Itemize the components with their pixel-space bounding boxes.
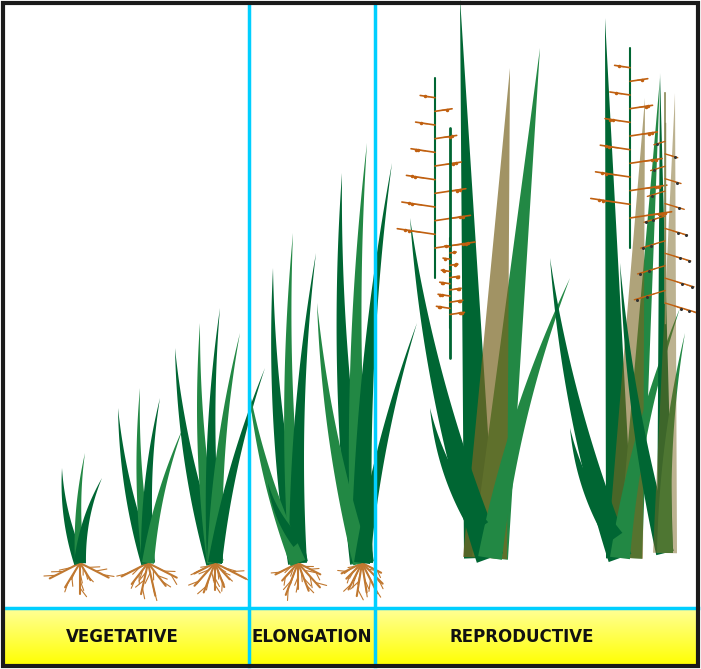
Polygon shape bbox=[354, 323, 417, 564]
Bar bbox=[3, 637, 698, 638]
Bar bbox=[3, 636, 698, 637]
Bar bbox=[3, 648, 698, 649]
Polygon shape bbox=[349, 143, 373, 564]
Polygon shape bbox=[175, 348, 224, 566]
Bar bbox=[3, 649, 698, 650]
Bar bbox=[3, 630, 698, 631]
Bar bbox=[3, 641, 698, 642]
Polygon shape bbox=[618, 78, 660, 559]
Polygon shape bbox=[410, 218, 503, 563]
Bar bbox=[3, 635, 698, 636]
Bar bbox=[3, 614, 698, 615]
Polygon shape bbox=[207, 333, 240, 563]
Polygon shape bbox=[74, 478, 102, 563]
Text: VEGETATIVE: VEGETATIVE bbox=[66, 628, 179, 646]
Bar bbox=[3, 657, 698, 658]
Polygon shape bbox=[141, 398, 160, 563]
Polygon shape bbox=[197, 323, 223, 564]
Bar bbox=[3, 642, 698, 643]
Bar bbox=[3, 626, 698, 627]
Bar bbox=[3, 658, 698, 659]
Bar bbox=[3, 611, 698, 612]
Polygon shape bbox=[268, 483, 303, 547]
Bar bbox=[3, 638, 698, 639]
Bar bbox=[3, 624, 698, 625]
Bar bbox=[3, 655, 698, 656]
Polygon shape bbox=[142, 428, 183, 564]
Bar bbox=[3, 632, 698, 633]
Bar bbox=[3, 646, 698, 647]
Polygon shape bbox=[550, 258, 632, 562]
Polygon shape bbox=[463, 68, 510, 559]
Bar bbox=[3, 629, 698, 630]
Polygon shape bbox=[137, 388, 154, 564]
Text: REPRODUCTIVE: REPRODUCTIVE bbox=[450, 628, 594, 646]
Bar bbox=[3, 653, 698, 654]
Bar bbox=[3, 651, 698, 652]
Bar bbox=[3, 656, 698, 657]
Bar bbox=[3, 664, 698, 665]
Polygon shape bbox=[657, 333, 685, 553]
Polygon shape bbox=[657, 73, 673, 553]
Polygon shape bbox=[610, 308, 680, 559]
Bar bbox=[3, 640, 698, 641]
Bar bbox=[3, 610, 698, 611]
Polygon shape bbox=[208, 368, 265, 564]
Polygon shape bbox=[620, 263, 674, 555]
Bar bbox=[3, 639, 698, 640]
Bar bbox=[3, 647, 698, 648]
Polygon shape bbox=[74, 453, 85, 563]
Bar bbox=[3, 627, 698, 628]
Bar bbox=[3, 659, 698, 660]
Bar bbox=[3, 612, 698, 613]
Polygon shape bbox=[607, 98, 645, 559]
Bar bbox=[3, 618, 698, 619]
Bar bbox=[3, 650, 698, 651]
Polygon shape bbox=[118, 408, 155, 565]
Bar bbox=[3, 617, 698, 618]
Bar bbox=[3, 625, 698, 626]
Polygon shape bbox=[472, 48, 540, 560]
Polygon shape bbox=[336, 173, 374, 565]
Bar bbox=[3, 621, 698, 622]
Polygon shape bbox=[248, 383, 306, 566]
Bar bbox=[3, 644, 698, 645]
Bar bbox=[3, 609, 698, 610]
Bar bbox=[3, 663, 698, 664]
Polygon shape bbox=[570, 428, 622, 543]
Bar bbox=[3, 615, 698, 616]
Polygon shape bbox=[284, 233, 307, 564]
Bar bbox=[3, 645, 698, 646]
Bar bbox=[3, 623, 698, 624]
Bar bbox=[3, 662, 698, 663]
Bar bbox=[3, 613, 698, 614]
Bar bbox=[3, 660, 698, 661]
Bar bbox=[3, 665, 698, 666]
Polygon shape bbox=[271, 268, 308, 565]
Bar bbox=[3, 634, 698, 635]
Bar bbox=[3, 619, 698, 620]
Bar bbox=[3, 631, 698, 632]
Bar bbox=[3, 643, 698, 644]
Bar bbox=[3, 628, 698, 629]
Bar bbox=[3, 633, 698, 634]
Bar bbox=[3, 620, 698, 621]
Polygon shape bbox=[460, 0, 496, 559]
Text: ELONGATION: ELONGATION bbox=[252, 628, 372, 646]
Polygon shape bbox=[317, 303, 371, 565]
Polygon shape bbox=[605, 18, 634, 559]
Polygon shape bbox=[430, 408, 488, 534]
Bar bbox=[3, 608, 698, 609]
Polygon shape bbox=[289, 253, 316, 563]
Polygon shape bbox=[62, 468, 86, 565]
Bar bbox=[3, 616, 698, 617]
Bar bbox=[3, 654, 698, 655]
Polygon shape bbox=[205, 308, 223, 563]
Bar bbox=[3, 622, 698, 623]
Bar bbox=[3, 652, 698, 653]
Polygon shape bbox=[653, 93, 677, 553]
Polygon shape bbox=[478, 278, 570, 560]
Bar bbox=[3, 661, 698, 662]
Polygon shape bbox=[351, 163, 392, 563]
